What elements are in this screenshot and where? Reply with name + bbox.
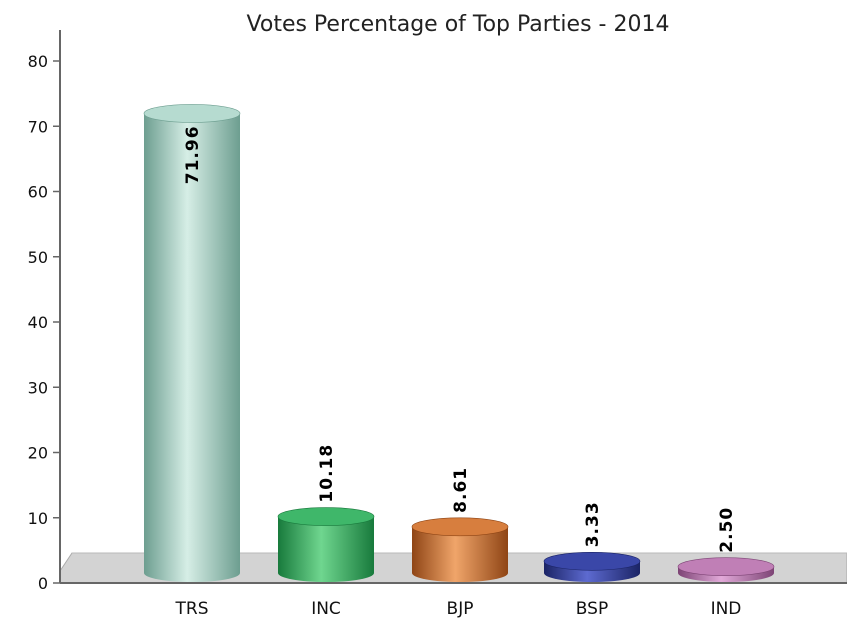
value-label: 3.33 bbox=[583, 501, 603, 547]
bar-bjp bbox=[411, 517, 509, 582]
y-tick-label: 20 bbox=[28, 444, 48, 463]
bar-body bbox=[412, 526, 508, 582]
bar-bsp bbox=[543, 551, 641, 582]
y-tick-label: 0 bbox=[38, 574, 48, 593]
value-label: 71.96 bbox=[183, 125, 203, 184]
bar-body bbox=[278, 516, 374, 582]
value-label: 8.61 bbox=[451, 467, 471, 513]
value-label: 2.50 bbox=[717, 507, 737, 553]
y-tick-label: 50 bbox=[28, 248, 48, 267]
bar-inc bbox=[277, 507, 375, 582]
value-label: 10.18 bbox=[317, 444, 337, 503]
bar-top bbox=[677, 557, 775, 576]
y-tick-label: 60 bbox=[28, 183, 48, 202]
bar-body bbox=[144, 113, 240, 582]
bar-trs bbox=[143, 104, 241, 582]
bar-top bbox=[543, 551, 641, 571]
x-tick-label: IND bbox=[711, 599, 742, 619]
bar-ind bbox=[677, 557, 775, 582]
y-tick-label: 70 bbox=[28, 117, 48, 136]
y-tick-label: 10 bbox=[28, 509, 48, 528]
y-tick-label: 30 bbox=[28, 378, 48, 397]
x-tick-label: INC bbox=[311, 599, 341, 619]
x-tick-label: TRS bbox=[175, 599, 209, 619]
bar-top bbox=[277, 507, 375, 526]
x-tick-label: BJP bbox=[447, 599, 474, 619]
y-tick-label: 80 bbox=[28, 52, 48, 71]
chart-title: Votes Percentage of Top Parties - 2014 bbox=[247, 12, 670, 37]
bar-top bbox=[143, 104, 241, 123]
bar-top bbox=[411, 517, 509, 537]
y-tick-label: 40 bbox=[28, 313, 48, 332]
x-tick-label: BSP bbox=[576, 599, 608, 619]
